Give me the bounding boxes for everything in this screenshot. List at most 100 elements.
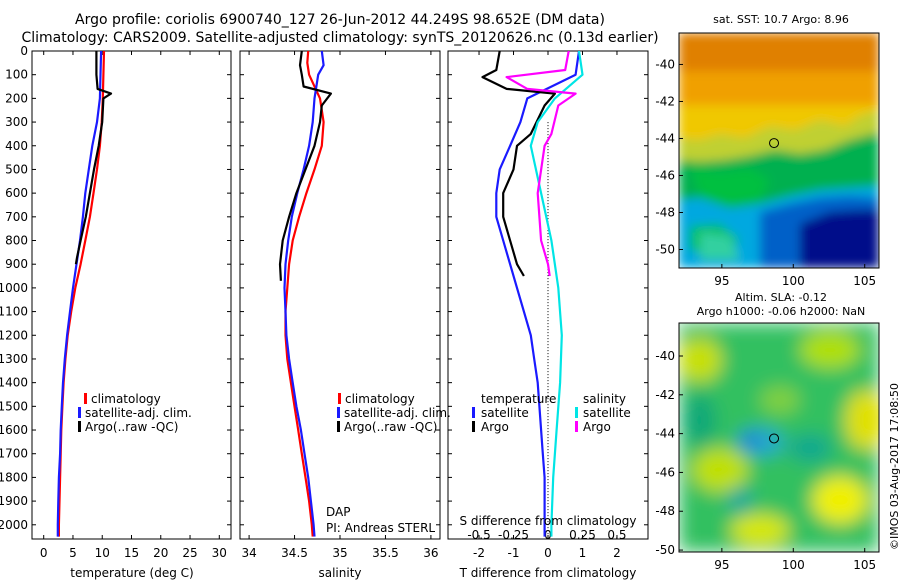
map-x-tick-label: 100 xyxy=(782,558,805,572)
map-y-tick-label: -40 xyxy=(655,349,675,363)
depth-tick-label: 200 xyxy=(5,91,28,105)
s-tick-label: -0.25 xyxy=(498,528,529,542)
depth-tick-label: 500 xyxy=(5,162,28,176)
depth-axis: 0 100 200 300 400 500 600 700 800 900 1000 1100 1200… xyxy=(0,44,648,532)
salinity-x-axis: 34 34.5 35 35.5 36 xyxy=(241,51,439,560)
figure-title-line2: Climatology: CARS2009. Satellite-adjuste… xyxy=(21,30,659,46)
map-y-tick-label: -46 xyxy=(655,168,675,182)
sst-map-title: sat. SST: 10.7 Argo: 8.96 xyxy=(713,13,849,26)
legend-swatch-satellite xyxy=(78,407,81,418)
legend-label-t-satellite: satellite xyxy=(481,406,529,420)
depth-tick-label: 1900 xyxy=(0,494,28,508)
depth-tick-label: 1800 xyxy=(0,470,28,484)
depth-tick-label: 1200 xyxy=(0,328,28,342)
legend-swatch-s-argo xyxy=(575,421,578,432)
x-tick-label: 35.5 xyxy=(372,546,399,560)
legend-title-temperature: temperature xyxy=(481,392,556,406)
x-tick-label: -1 xyxy=(508,546,520,560)
dap-label: DAP xyxy=(326,505,350,519)
s-tick-label: 0.25 xyxy=(569,528,596,542)
series-line-salinity-satellite xyxy=(529,51,584,537)
x-tick-label: 34 xyxy=(241,546,256,560)
map-x-tick-label: 105 xyxy=(853,274,876,288)
depth-tick-label: 900 xyxy=(5,257,28,271)
series-line-argo-raw-qc- xyxy=(74,51,113,265)
depth-tick-label: 300 xyxy=(5,115,28,129)
depth-tick-label: 700 xyxy=(5,210,28,224)
x-tick-label: 30 xyxy=(212,546,227,560)
map-x-tick-label: 95 xyxy=(714,274,729,288)
map-y-tick-label: -50 xyxy=(655,543,675,557)
legend-label-argo: Argo(..raw -QC) xyxy=(344,420,437,434)
map-y-tick-label: -46 xyxy=(655,465,675,479)
depth-tick-label: 0 xyxy=(20,44,28,58)
map-x-tick-label: 105 xyxy=(853,558,876,572)
depth-tick-label: 1000 xyxy=(0,281,28,295)
legend-label-t-argo: Argo xyxy=(481,420,509,434)
series-line-argo-raw-qc- xyxy=(278,51,332,281)
s-tick-label: 0 xyxy=(544,528,552,542)
argo-location-marker xyxy=(769,433,780,444)
depth-tick-label: 1400 xyxy=(0,376,28,390)
salinity-legend: climatology satellite-adj. clim. Argo(..… xyxy=(337,392,451,434)
map-y-tick-label: -48 xyxy=(655,205,675,219)
series-line-temperature-satellite xyxy=(495,51,581,537)
x-tick-label: 2 xyxy=(613,546,621,560)
difference-xlabel-top: S difference from climatology xyxy=(460,514,637,528)
depth-tick-label: 100 xyxy=(5,68,28,82)
temperature-legend: climatology satellite-adj. clim. Argo(..… xyxy=(78,392,192,434)
legend-title-salinity: salinity xyxy=(583,392,626,406)
legend-label-climatology: climatology xyxy=(345,392,415,406)
depth-tick-label: 400 xyxy=(5,139,28,153)
depth-tick-label: 1100 xyxy=(0,305,28,319)
sla-map: 95 100 105 -40 -42 -44 -46 -48 -50 xyxy=(655,322,880,572)
legend-swatch-climatology xyxy=(338,393,341,404)
copyright-stamp: ©IMOS 03-Aug-2017 17:08:50 xyxy=(888,383,900,550)
difference-panel-frame xyxy=(447,50,649,540)
series-line-temperature-argo xyxy=(481,51,557,277)
temperature-xlabel: temperature (deg C) xyxy=(70,566,193,580)
argo-location-marker xyxy=(769,138,780,149)
legend-swatch-argo xyxy=(337,421,340,432)
depth-tick-label: 600 xyxy=(5,186,28,200)
x-tick-label: 5 xyxy=(69,546,77,560)
legend-label-satellite: satellite-adj. clim. xyxy=(344,406,451,420)
depth-tick-label: 1700 xyxy=(0,447,28,461)
legend-swatch-t-argo xyxy=(472,421,475,432)
sla-map-title-line2: Argo h1000: -0.06 h2000: NaN xyxy=(696,305,866,318)
difference-xlabel: T difference from climatology xyxy=(459,566,637,580)
sst-map: 95 100 105 -40 -42 -44 -46 -48 -50 xyxy=(655,32,880,288)
map-y-tick-label: -48 xyxy=(655,504,675,518)
legend-label-s-satellite: satellite xyxy=(583,406,631,420)
series-line-climatology xyxy=(284,51,325,537)
x-tick-label: 1 xyxy=(579,546,587,560)
legend-swatch-satellite xyxy=(337,407,340,418)
temperature-panel-frame xyxy=(31,50,232,540)
depth-tick-label: 1500 xyxy=(0,399,28,413)
x-tick-label: 0 xyxy=(40,546,48,560)
figure-title-line1: Argo profile: coriolis 6900740_127 26-Ju… xyxy=(75,12,605,28)
x-tick-label: 0 xyxy=(544,546,552,560)
s-tick-label: 0.5 xyxy=(607,528,626,542)
legend-label-argo: Argo(..raw -QC) xyxy=(85,420,178,434)
series-line-satellite-adj-clim- xyxy=(56,51,103,537)
map-y-tick-label: -44 xyxy=(655,427,675,441)
sla-map-title-line1: Altim. SLA: -0.12 xyxy=(734,291,828,304)
map-x-tick-label: 100 xyxy=(782,274,805,288)
x-tick-label: 25 xyxy=(182,546,197,560)
x-tick-label: 20 xyxy=(153,546,168,560)
depth-tick-label: 800 xyxy=(5,234,28,248)
difference-legend: temperature satellite Argo salinity sate… xyxy=(472,392,631,434)
series-line-satellite-adj-clim- xyxy=(283,51,325,537)
salinity-panel-frame xyxy=(239,50,441,540)
x-tick-label: -2 xyxy=(473,546,485,560)
x-tick-label: 35 xyxy=(332,546,347,560)
map-y-tick-label: -50 xyxy=(655,242,675,256)
x-tick-label: 34.5 xyxy=(281,546,308,560)
depth-tick-label: 1300 xyxy=(0,352,28,366)
x-tick-label: 15 xyxy=(124,546,139,560)
depth-tick-label: 1600 xyxy=(0,423,28,437)
x-tick-label: 10 xyxy=(95,546,110,560)
difference-x-axis: -2 -1 0 1 2 -0.5 -0.25 0 0.25 0.5 xyxy=(467,51,627,560)
